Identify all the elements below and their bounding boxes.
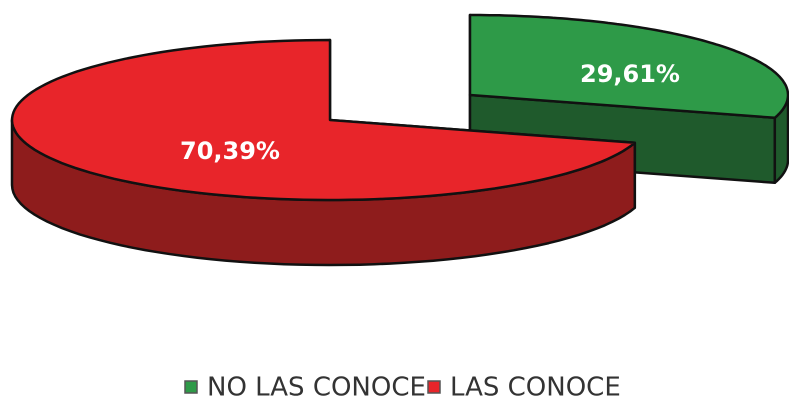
legend-label: LAS CONOCE — [450, 373, 621, 403]
legend: NO LAS CONOCE LAS CONOCE — [184, 373, 621, 403]
data-label: 70,39% — [180, 137, 280, 165]
pie: 29,61% 70,39% — [10, 13, 789, 267]
slice — [468, 13, 789, 120]
data-label: 29,61% — [580, 60, 680, 88]
legend-marker — [427, 380, 441, 394]
legend-marker — [184, 380, 198, 394]
slice — [10, 38, 637, 202]
legend-label: NO LAS CONOCE — [207, 373, 426, 403]
